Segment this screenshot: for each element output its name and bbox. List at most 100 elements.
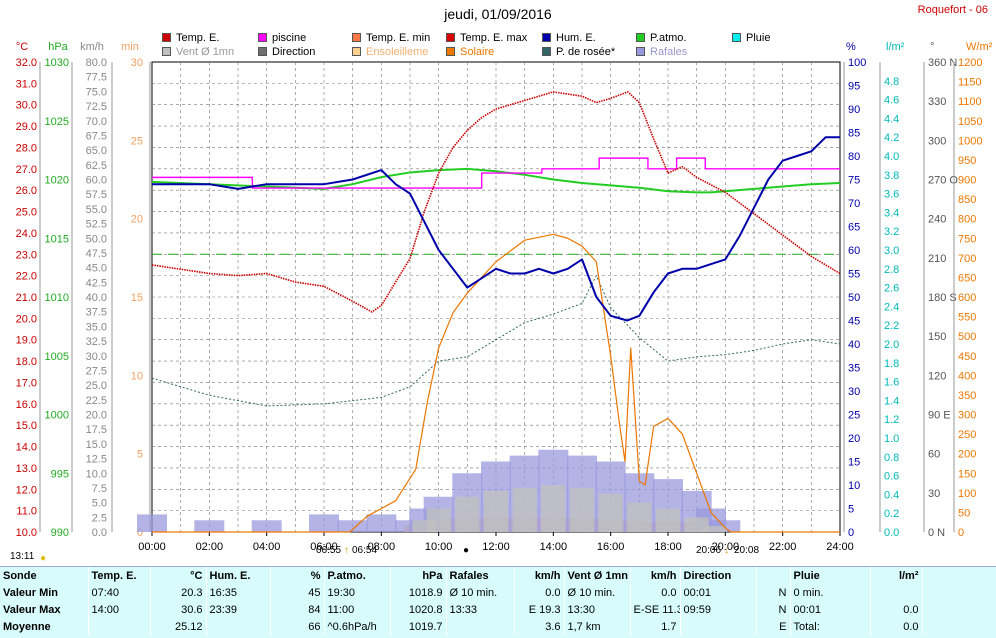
x-tick-label: 10:00 xyxy=(425,541,453,553)
series-bar xyxy=(251,520,282,532)
stats-cell: Total: xyxy=(790,618,871,635)
chart-title: jeudi, 01/09/2016 xyxy=(444,6,552,22)
series-line-p-atmo- xyxy=(151,167,841,194)
y-tick-label: 650 xyxy=(958,272,976,284)
y-tick-label: 5 xyxy=(137,449,143,461)
y-tick-label: 50.0 xyxy=(86,233,107,245)
y-tick-label: 32.5 xyxy=(86,336,107,348)
stats-header: km/h xyxy=(514,567,565,584)
y-tick-label: 1000 xyxy=(958,135,982,147)
y-tick-label: 5 xyxy=(848,504,854,516)
y-tick-label: 1050 xyxy=(958,116,982,128)
legend-label: Pluie xyxy=(746,32,771,44)
legend-swatch xyxy=(446,47,455,56)
legend-item: P. de rosée* xyxy=(542,45,615,59)
y-tick-label: 11.0 xyxy=(16,506,37,518)
y-tick-label: 27.5 xyxy=(86,365,107,377)
legend-label: Direction xyxy=(272,46,316,58)
stats-cell: 11:00 xyxy=(324,601,391,618)
series-bar xyxy=(426,508,451,532)
y-tick-label: 21.0 xyxy=(16,292,37,304)
legend-item: Direction xyxy=(258,45,315,59)
y-tick-label: 35 xyxy=(848,363,860,375)
y-tick-label: 0 N xyxy=(928,527,945,539)
y-tick-label: 0.6 xyxy=(884,471,899,483)
stats-header: hPa xyxy=(390,567,447,584)
stats-cell: 0.0 xyxy=(870,618,923,635)
y-tick-label: 22.5 xyxy=(86,395,107,407)
stats-cell: Ø 10 min. xyxy=(446,584,515,601)
time-bar: 13:11 ● 06:55 ↑ 06:54 ● 20:06 ↓ 20:08 xyxy=(0,545,996,566)
y-tick-label: 2.5 xyxy=(92,512,107,524)
y-tick-label: 4.2 xyxy=(884,132,899,144)
legend-label: Hum. E. xyxy=(556,32,596,44)
legend-item: Pluie xyxy=(732,31,770,45)
y-tick-label: 100 xyxy=(958,488,976,500)
sunrise-arrow-icon: ↑ xyxy=(344,545,349,556)
y-tick-label: 250 xyxy=(958,429,976,441)
y-tick-label: 330 xyxy=(928,96,946,108)
stats-header: Rafales xyxy=(446,567,515,584)
y-tick-label: 4.0 xyxy=(884,151,899,163)
series-line-temp-e- xyxy=(151,91,841,313)
axis-unit-label: ° xyxy=(930,41,934,53)
y-tick-label: 52.5 xyxy=(86,219,107,231)
stats-cell: 0 min. xyxy=(790,584,871,601)
y-tick-label: 27.0 xyxy=(16,164,37,176)
stats-cell: 84 xyxy=(270,601,325,618)
stats-header: °C xyxy=(150,567,207,584)
y-tick-label: 30 xyxy=(131,57,143,69)
y-tick-label: 800 xyxy=(958,214,976,226)
y-tick-label: 60.0 xyxy=(86,175,107,187)
stats-cell: N xyxy=(756,584,791,601)
y-tick-label: 19.0 xyxy=(16,335,37,347)
stats-cell: 09:59 xyxy=(680,601,757,618)
stats-header xyxy=(756,567,791,584)
legend-label: Temp. E. max xyxy=(460,32,528,44)
y-tick-label: 350 xyxy=(958,390,976,402)
stats-cell: 13:33 xyxy=(446,601,515,618)
y-tick-label: 80 xyxy=(848,151,860,163)
x-tick-label: 24:00 xyxy=(826,541,854,553)
y-tick-label: 0 xyxy=(958,527,964,539)
y-tick-label: 1000 xyxy=(45,410,69,422)
y-tick-label: 0.4 xyxy=(884,489,899,501)
y-tick-label: 270 O xyxy=(928,175,958,187)
legend-swatch xyxy=(258,33,267,42)
y-tick-label: 45 xyxy=(848,316,860,328)
stats-header: Sonde xyxy=(0,567,89,584)
sunrise-time-2: 06:54 xyxy=(352,545,378,556)
y-tick-label: 5.0 xyxy=(92,498,107,510)
y-tick-label: 10.0 xyxy=(86,468,107,480)
stats-header: km/h xyxy=(630,567,681,584)
y-tick-label: 1005 xyxy=(45,351,69,363)
y-tick-label: 17.0 xyxy=(16,377,37,389)
y-tick-label: 30.0 xyxy=(86,351,107,363)
series-bar xyxy=(455,496,480,532)
y-tick-label: 700 xyxy=(958,253,976,265)
y-tick-label: 360 N xyxy=(928,57,957,69)
legend-swatch xyxy=(352,47,361,56)
axis-unit-label: hPa xyxy=(48,41,68,53)
y-tick-label: 90 E xyxy=(928,410,951,422)
y-tick-label: 3.6 xyxy=(884,189,899,201)
y-tick-label: 400 xyxy=(958,370,976,382)
legend-item: Solaire xyxy=(446,45,494,59)
y-tick-label: 26.0 xyxy=(16,185,37,197)
series-line-piscine xyxy=(152,157,840,189)
y-tick-label: 4.6 xyxy=(884,95,899,107)
legend-swatch xyxy=(542,47,551,56)
stats-row-mean: Moyenne 25.12 66 ^0.6hPa/h 1019.7 3.6 1,… xyxy=(0,618,996,635)
y-tick-label: 18.0 xyxy=(16,356,37,368)
y-tick-label: 7.5 xyxy=(92,483,107,495)
series-vent-1mn xyxy=(412,485,726,532)
legend-swatch xyxy=(636,47,645,56)
series-bar xyxy=(484,490,508,532)
legend-swatch xyxy=(732,33,741,42)
stats-cell: Ø 10 min. xyxy=(564,584,631,601)
stats-spacer xyxy=(922,567,996,584)
y-tick-label: 1025 xyxy=(45,116,69,128)
y-tick-label: 12.0 xyxy=(16,484,37,496)
x-tick-label: 06:00 xyxy=(310,541,338,553)
y-tick-label: 62.5 xyxy=(86,160,107,172)
